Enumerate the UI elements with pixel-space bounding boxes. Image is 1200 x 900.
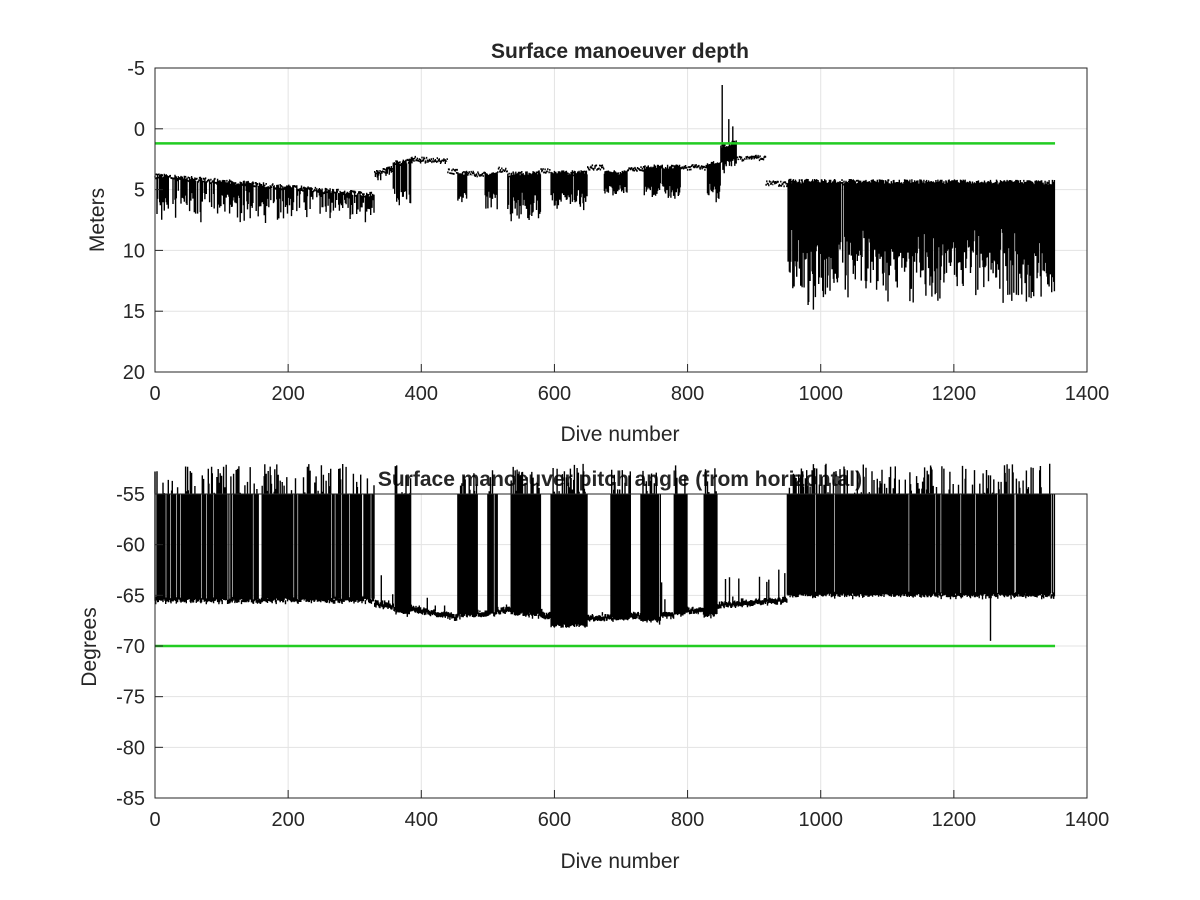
y-tick-label: -85	[116, 788, 145, 810]
data-series	[154, 463, 1056, 648]
y-axis-label: Meters	[86, 188, 109, 252]
x-axis-label: Dive number	[560, 850, 679, 873]
data-series	[154, 85, 1056, 310]
y-tick-label: -65	[116, 585, 145, 607]
x-tick-label: 1400	[1065, 809, 1110, 831]
x-tick-label: 200	[271, 383, 304, 405]
pitch-chart: Surface manoeuver pitch angle (from hori…	[78, 463, 1109, 873]
y-tick-label: -60	[116, 535, 145, 557]
x-tick-label: 800	[671, 383, 704, 405]
x-tick-label: 1000	[798, 809, 843, 831]
y-tick-label: -5	[127, 58, 145, 80]
x-tick-label: 1200	[932, 809, 977, 831]
axis-ticks: 0 200 400 600 800 1000 1200 1400 -5 0 5 10 15 20	[123, 58, 1110, 405]
chart-title: Surface manoeuver depth	[491, 40, 749, 63]
y-tick-label: 10	[123, 240, 145, 262]
x-tick-label: 0	[149, 809, 160, 831]
plot-frame	[154, 493, 1088, 799]
x-tick-label: 800	[671, 809, 704, 831]
y-tick-label: 5	[134, 180, 145, 202]
y-tick-label: -80	[116, 737, 145, 759]
x-tick-label: 600	[538, 383, 571, 405]
y-axis-label: Degrees	[78, 607, 101, 686]
y-tick-label: 15	[123, 301, 145, 323]
plot-frame	[154, 67, 1088, 373]
axis-ticks: 0 200 400 600 800 1000 1200 1400 -55 -60 -65 -70 -75…	[116, 484, 1109, 831]
x-tick-label: 400	[405, 809, 438, 831]
y-tick-label: -55	[116, 484, 145, 506]
x-tick-label: 1200	[932, 383, 977, 405]
x-tick-label: 1000	[798, 383, 843, 405]
x-tick-label: 1400	[1065, 383, 1110, 405]
y-tick-label: 20	[123, 362, 145, 384]
chart-title: Surface manoeuver pitch angle (from hori…	[378, 468, 862, 491]
x-tick-label: 600	[538, 809, 571, 831]
x-tick-label: 400	[405, 383, 438, 405]
x-axis-label: Dive number	[560, 423, 679, 446]
depth-chart: Surface manoeuver depth Dive number Mete…	[86, 40, 1109, 446]
x-tick-label: 200	[271, 809, 304, 831]
y-tick-label: -75	[116, 687, 145, 709]
x-tick-label: 0	[149, 383, 160, 405]
series-line	[154, 85, 1056, 310]
y-tick-label: 0	[134, 119, 145, 141]
y-tick-label: -70	[116, 636, 145, 658]
